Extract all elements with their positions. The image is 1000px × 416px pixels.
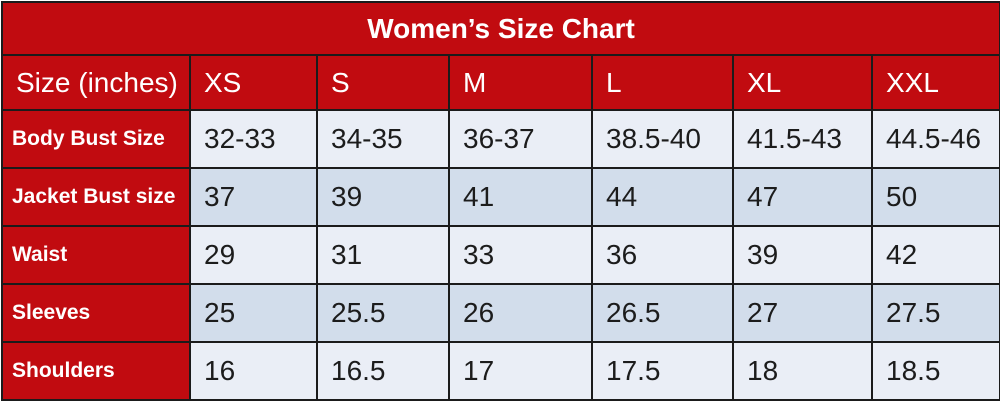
cell: 32-33 xyxy=(189,109,318,169)
womens-size-chart-table: Women’s Size Chart Size (inches) XS S M … xyxy=(0,1,1000,401)
row-label: Shoulders xyxy=(1,341,191,401)
header-cell-xl: XL xyxy=(732,54,873,111)
header-cell-m: M xyxy=(448,54,593,111)
cell: 25 xyxy=(189,283,318,343)
header-row: Size (inches) XS S M L XL XXL xyxy=(1,54,1000,111)
header-cell-xxl: XXL xyxy=(870,54,1000,111)
cell: 41 xyxy=(448,167,593,227)
header-cell-l: L xyxy=(591,54,734,111)
row-label: Sleeves xyxy=(1,283,191,343)
cell: 47 xyxy=(732,167,873,227)
table-row-jacket-bust-size: Jacket Bust size 37 39 41 44 47 50 xyxy=(1,167,1000,227)
page-title: Women’s Size Chart xyxy=(0,1,1000,56)
cell: 18.5 xyxy=(870,341,1000,401)
cell: 41.5-43 xyxy=(732,109,873,169)
cell: 33 xyxy=(448,225,593,285)
table-row-sleeves: Sleeves 25 25.5 26 26.5 27 27.5 xyxy=(1,283,1000,343)
table-row-shoulders: Shoulders 16 16.5 17 17.5 18 18.5 xyxy=(1,341,1000,401)
cell: 44 xyxy=(591,167,734,227)
cell: 37 xyxy=(189,167,318,227)
cell: 26.5 xyxy=(591,283,734,343)
cell: 34-35 xyxy=(316,109,450,169)
cell: 39 xyxy=(732,225,873,285)
cell: 38.5-40 xyxy=(591,109,734,169)
header-cell-xs: XS xyxy=(189,54,318,111)
header-cell-s: S xyxy=(316,54,450,111)
header-cell-size-inches: Size (inches) xyxy=(1,54,191,111)
row-label: Jacket Bust size xyxy=(1,167,191,227)
cell: 17 xyxy=(448,341,593,401)
cell: 25.5 xyxy=(316,283,450,343)
table-row-body-bust-size: Body Bust Size 32-33 34-35 36-37 38.5-40… xyxy=(1,109,1000,169)
cell: 50 xyxy=(870,167,1000,227)
title-row: Women’s Size Chart xyxy=(0,1,1000,56)
cell: 16 xyxy=(189,341,318,401)
cell: 31 xyxy=(316,225,450,285)
cell: 18 xyxy=(732,341,873,401)
cell: 44.5-46 xyxy=(870,109,1000,169)
table-row-waist: Waist 29 31 33 36 39 42 xyxy=(1,225,1000,285)
cell: 16.5 xyxy=(316,341,450,401)
cell: 29 xyxy=(189,225,318,285)
cell: 36 xyxy=(591,225,734,285)
row-label: Waist xyxy=(1,225,191,285)
cell: 27.5 xyxy=(870,283,1000,343)
cell: 36-37 xyxy=(448,109,593,169)
cell: 39 xyxy=(316,167,450,227)
cell: 26 xyxy=(448,283,593,343)
cell: 27 xyxy=(732,283,873,343)
row-label: Body Bust Size xyxy=(1,109,191,169)
cell: 17.5 xyxy=(591,341,734,401)
cell: 42 xyxy=(870,225,1000,285)
